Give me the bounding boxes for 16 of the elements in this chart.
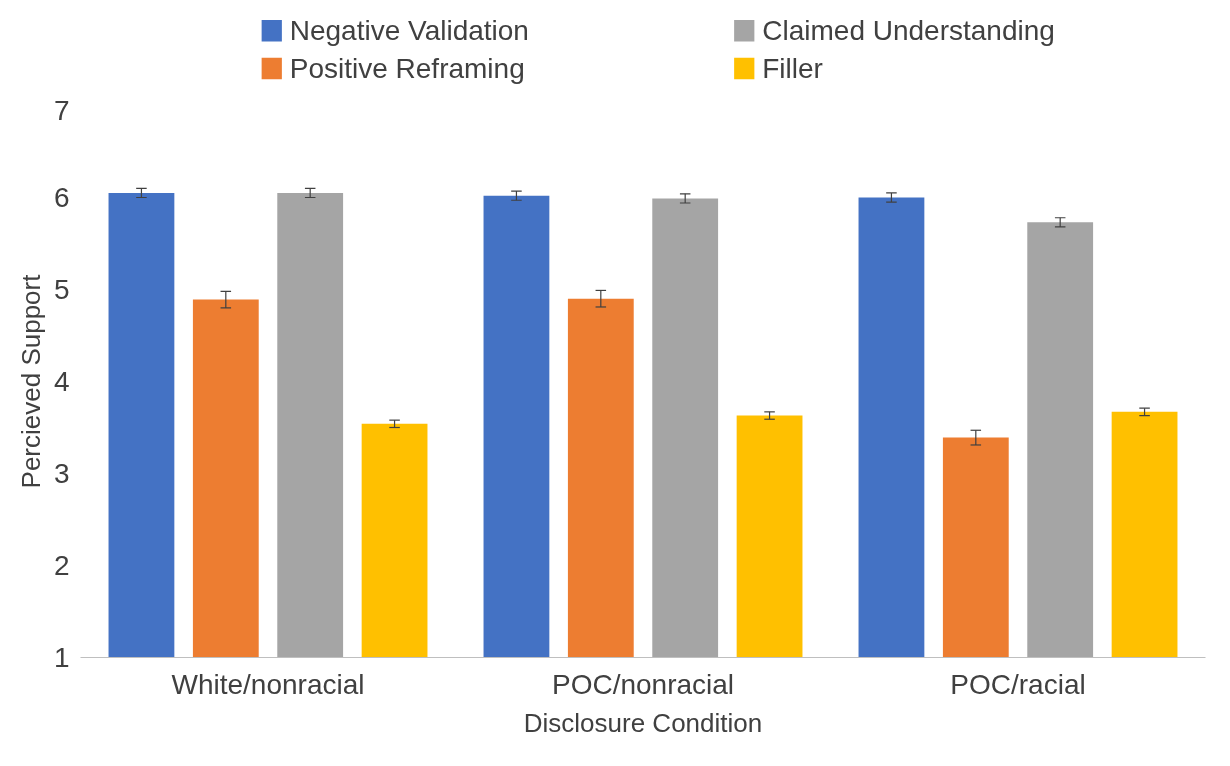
x-axis-title: Disclosure Condition [523,707,763,738]
y-tick-label: 4 [53,366,70,397]
legend-label: Filler [762,53,823,84]
y-tick-label: 1 [53,642,70,673]
y-tick-label: 2 [53,550,70,581]
legend-label: Positive Reframing [289,53,525,84]
y-tick-label: 6 [53,182,70,213]
x-tick-label: POC/racial [950,668,1086,700]
y-tick-label: 5 [53,274,70,305]
y-tick-label: 3 [53,458,70,489]
x-tick-label: White/nonracial [171,668,365,700]
x-tick-label: POC/nonracial [551,668,735,700]
y-tick-label: 7 [53,94,70,126]
y-axis-title: Percieved Support [15,273,46,489]
legend-label: Claimed Understanding [762,15,1055,47]
legend-label: Negative Validation [289,15,529,47]
